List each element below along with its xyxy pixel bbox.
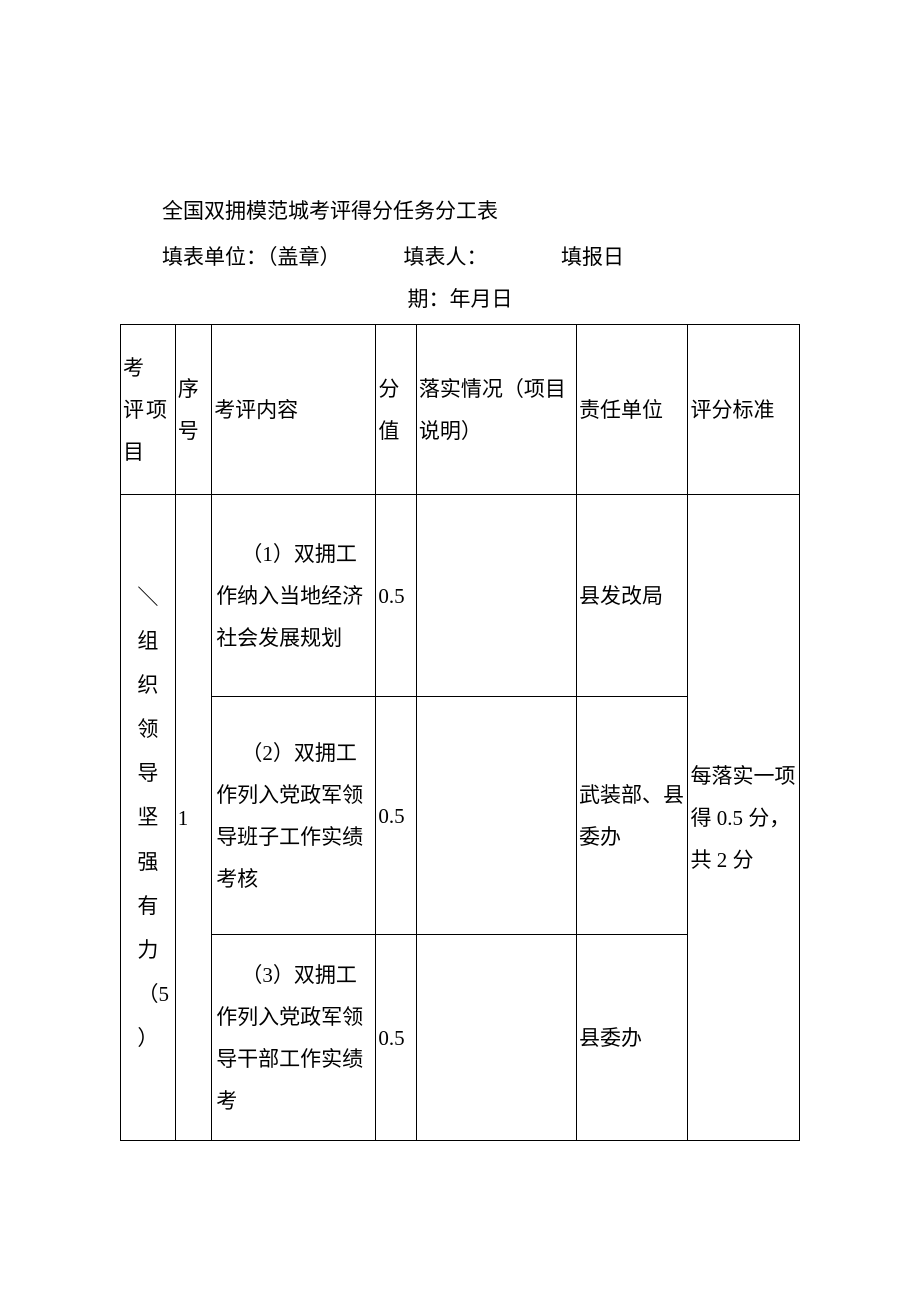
cell-content: （3）双拥工作列入党政军领导干部工作实绩考	[212, 935, 376, 1141]
cell-content: （2）双拥工作列入党政军领导班子工作实绩考核	[212, 697, 376, 935]
date-label: 填报日	[561, 245, 624, 269]
meta-line2: 期：年月日	[120, 278, 800, 320]
table-header-row: 考 评项目 序号 考评内容 分值 落实情况（项目说明） 责任单位 评分标准	[121, 325, 800, 495]
cell-content: （1）双拥工作纳入当地经济社会发展规划	[212, 495, 376, 697]
cell-standard: 每落实一项得 0.5 分，共 2 分	[688, 495, 800, 1141]
cell-impl	[416, 495, 576, 697]
cell-project-group: ＼组织领导坚强有力 （5）	[121, 495, 176, 1141]
table-row: ＼组织领导坚强有力 （5） 1 （1）双拥工作纳入当地经济社会发展规划 0.5 …	[121, 495, 800, 697]
th-content: 考评内容	[212, 325, 376, 495]
cell-seq: 1	[175, 495, 211, 1141]
cell-unit: 武装部、县委办	[577, 697, 688, 935]
th-impl: 落实情况（项目说明）	[416, 325, 576, 495]
unit-label: 填表单位：（盖章）	[162, 245, 341, 269]
cell-score: 0.5	[376, 495, 417, 697]
person-label: 填表人：	[404, 245, 488, 269]
th-seq: 序号	[175, 325, 211, 495]
th-unit: 责任单位	[577, 325, 688, 495]
cell-score: 0.5	[376, 697, 417, 935]
th-project: 考 评项目	[121, 325, 176, 495]
doc-title: 全国双拥模范城考评得分任务分工表	[120, 190, 800, 232]
meta-line: 填表单位：（盖章） 填表人： 填报日	[120, 236, 800, 278]
cell-impl	[416, 697, 576, 935]
th-standard: 评分标准	[688, 325, 800, 495]
cell-unit: 县发改局	[577, 495, 688, 697]
evaluation-table: 考 评项目 序号 考评内容 分值 落实情况（项目说明） 责任单位 评分标准 ＼组…	[120, 324, 800, 1141]
cell-unit: 县委办	[577, 935, 688, 1141]
th-score: 分值	[376, 325, 417, 495]
cell-score: 0.5	[376, 935, 417, 1141]
cell-impl	[416, 935, 576, 1141]
